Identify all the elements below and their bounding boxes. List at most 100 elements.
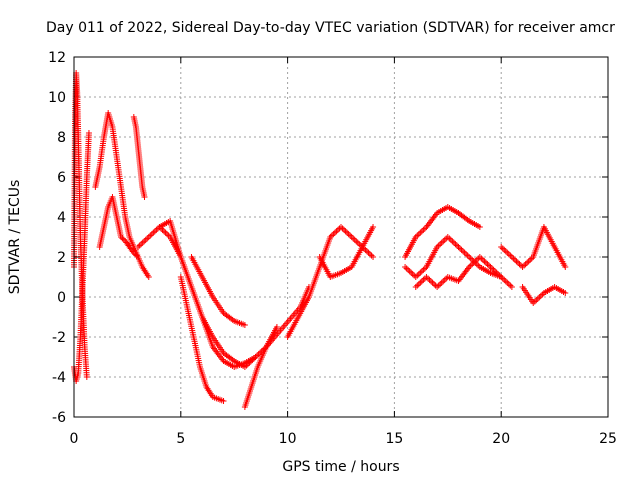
y-tick-label: -4 <box>52 370 66 386</box>
data-point <box>418 278 425 285</box>
data-point <box>431 281 438 288</box>
data-point <box>415 231 422 238</box>
data-point <box>505 251 512 258</box>
data-point <box>341 226 348 233</box>
data-point <box>368 252 375 259</box>
data-point <box>161 228 168 235</box>
data-point <box>133 252 140 259</box>
data-point <box>447 236 454 243</box>
data-point <box>142 236 149 243</box>
x-tick-labels: 0 5 10 15 20 25 <box>70 431 617 447</box>
data-point <box>527 256 534 263</box>
y-tick-label: 6 <box>57 170 66 186</box>
data-point <box>525 258 532 265</box>
data-point <box>130 250 137 256</box>
data-point <box>444 234 451 240</box>
data-point <box>452 241 459 248</box>
data-point <box>363 248 370 255</box>
data-point <box>470 259 477 266</box>
data-point <box>510 255 517 262</box>
data-point <box>350 235 357 242</box>
data-point <box>150 229 157 236</box>
x-tick-label: 5 <box>176 431 185 447</box>
data-point <box>402 264 409 270</box>
data-point <box>417 229 424 236</box>
data-point <box>151 228 158 235</box>
data-point <box>504 249 511 256</box>
data-point <box>460 248 467 255</box>
data-point <box>434 284 441 290</box>
data-point <box>498 244 505 250</box>
data-point <box>406 268 413 275</box>
data-point <box>482 259 489 266</box>
data-point <box>481 258 488 265</box>
data-point <box>453 242 460 249</box>
data-point <box>164 231 171 238</box>
data-point <box>139 239 146 246</box>
data-point <box>437 281 444 288</box>
data-point <box>522 261 529 268</box>
data-point <box>345 231 352 238</box>
axis-ticks <box>73 56 609 418</box>
data-point <box>508 284 515 290</box>
y-tick-label: -6 <box>52 410 66 426</box>
data-point <box>467 255 474 262</box>
data-point <box>153 226 160 233</box>
data-point <box>117 234 124 240</box>
data-point <box>132 251 139 258</box>
data-point <box>476 254 483 260</box>
data-point <box>467 262 474 269</box>
data-point <box>412 284 419 290</box>
data-point <box>144 235 151 242</box>
data-point <box>420 226 427 233</box>
data-points <box>71 70 569 410</box>
data-point <box>353 238 360 245</box>
data-point <box>457 245 464 252</box>
x-tick-label: 20 <box>492 431 510 447</box>
data-point <box>330 231 337 238</box>
data-point <box>524 259 531 266</box>
data-point <box>438 279 445 286</box>
data-point <box>405 266 412 273</box>
data-point <box>537 292 544 299</box>
data-point <box>484 261 491 268</box>
y-tick-label: -2 <box>52 330 66 346</box>
data-point <box>472 258 479 265</box>
data-point <box>339 225 346 232</box>
data-point <box>241 322 248 328</box>
data-point <box>145 274 152 280</box>
data-point <box>513 258 520 265</box>
data-point <box>476 224 483 230</box>
data-point <box>354 239 361 246</box>
data-point <box>421 225 428 232</box>
data-point <box>415 281 422 288</box>
y-tick-label: 2 <box>57 250 66 266</box>
data-point <box>533 297 540 304</box>
data-point <box>435 282 442 289</box>
data-point <box>162 229 169 236</box>
data-point <box>440 278 447 285</box>
data-point <box>437 241 444 248</box>
data-point <box>501 276 508 283</box>
y-tick-label: 8 <box>57 130 66 146</box>
data-point <box>85 130 92 136</box>
data-point <box>370 254 377 260</box>
data-point <box>415 271 422 278</box>
data-point <box>148 231 155 238</box>
data-point <box>414 272 421 279</box>
data-point <box>418 228 425 235</box>
data-point <box>333 228 340 235</box>
x-tick-label: 25 <box>599 431 617 447</box>
data-point <box>449 238 456 245</box>
data-point <box>505 281 512 288</box>
data-point <box>450 239 457 246</box>
data-point <box>83 374 90 380</box>
data-point <box>473 256 480 263</box>
data-point <box>417 279 424 286</box>
data-point <box>464 252 471 259</box>
data-point <box>365 249 372 256</box>
x-tick-label: 10 <box>279 431 297 447</box>
y-tick-label: 10 <box>48 90 66 106</box>
data-point <box>499 245 506 252</box>
data-point <box>536 294 543 301</box>
